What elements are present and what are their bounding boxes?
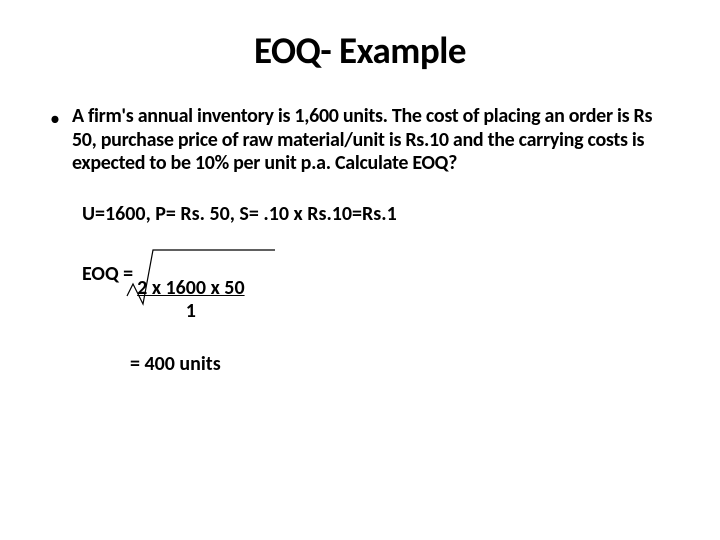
eoq-formula: EOQ = 2 x 1600 x 50 1 (82, 252, 670, 322)
problem-bullet: • A firm's annual inventory is 1,600 uni… (50, 105, 670, 176)
slide: EOQ- Example • A firm's annual inventory… (0, 0, 720, 540)
denominator: 1 (137, 300, 244, 322)
solution-block: U=1600, P= Rs. 50, S= .10 x Rs.10=Rs.1 E… (82, 202, 670, 376)
variables-line: U=1600, P= Rs. 50, S= .10 x Rs.10=Rs.1 (82, 202, 670, 226)
problem-text: A firm's annual inventory is 1,600 units… (72, 105, 670, 176)
bullet-icon: • (50, 107, 60, 131)
result-line: = 400 units (130, 352, 670, 376)
sqrt-expression: 2 x 1600 x 50 1 (137, 252, 244, 322)
slide-title: EOQ- Example (50, 28, 670, 73)
numerator: 2 x 1600 x 50 (137, 276, 244, 300)
